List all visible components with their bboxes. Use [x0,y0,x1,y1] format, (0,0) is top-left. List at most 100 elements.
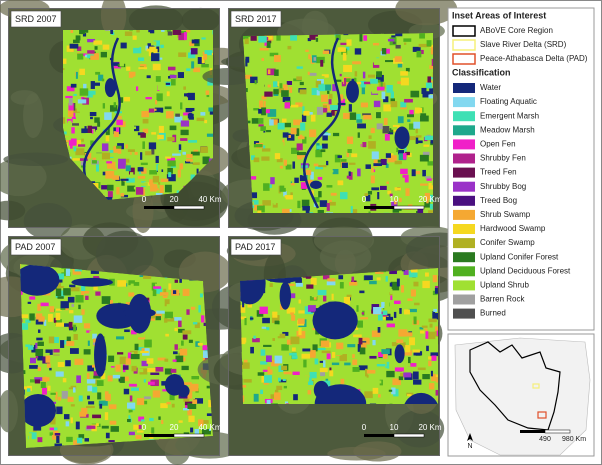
classified-map [240,268,438,404]
map-patch [80,290,85,298]
map-patch [128,431,135,436]
map-patch [399,197,402,203]
map-patch [20,306,27,309]
map-patch [349,281,358,286]
map-patch [35,356,39,359]
map-patch [310,190,314,196]
map-patch [110,426,119,432]
map-patch [164,311,173,319]
class-swatch [453,111,475,122]
map-patch [408,136,416,141]
class-label: Treed Bog [480,196,517,205]
map-patch [120,178,129,181]
map-patch [20,314,29,318]
map-patch [157,82,166,91]
map-patch [329,367,332,372]
map-patch [117,115,122,119]
map-patch [326,203,330,211]
map-patch [428,356,434,360]
map-patch [320,371,326,377]
map-patch [63,68,65,71]
map-patch [405,188,410,196]
map-patch [100,36,109,39]
map-patch [107,161,116,169]
map-patch [431,373,436,382]
map-patch [190,306,196,310]
map-patch [346,294,352,298]
map-patch [397,150,405,155]
map-patch [426,197,429,204]
map-patch [138,67,148,70]
map-patch [89,296,98,303]
terrain [353,441,402,462]
map-patch [87,340,90,346]
map-patch [410,102,417,110]
map-patch [211,54,213,62]
map-patch [322,50,330,54]
map-patch [346,175,350,179]
map-patch [164,106,172,110]
map-patch [111,416,121,424]
map-patch [143,379,146,383]
map-patch [167,167,173,174]
map-patch [260,361,268,365]
map-patch [315,149,323,158]
map-patch [358,337,363,345]
map-patch [267,369,273,375]
map-patch [73,103,76,111]
map-patch [190,151,200,156]
map-patch [421,311,425,317]
map-patch [63,288,71,296]
map-patch [323,360,326,368]
map-patch [312,344,318,352]
map-patch [371,330,381,338]
map-patch [274,389,279,394]
map-patch [20,264,21,270]
map-patch [265,355,272,363]
map-patch [109,420,117,425]
map-patch [113,102,116,108]
map-patch [385,153,391,158]
map-patch [258,83,265,91]
map-patch [190,383,199,392]
map-patch [299,81,304,86]
map-patch [331,352,336,358]
map-patch [290,127,299,135]
map-patch [122,151,128,155]
map-patch [186,309,190,315]
map-patch [197,57,206,64]
map-patch [276,158,283,163]
map-patch [386,181,389,185]
map-patch [102,44,110,50]
map-patch [115,127,120,132]
map-patch [129,126,137,129]
map-patch [140,350,149,354]
map-patch [119,60,124,67]
map-patch [55,312,61,321]
map-patch [367,74,376,78]
map-patch [192,162,200,165]
map-patch [87,38,96,43]
map-patch [128,409,133,413]
map-patch [407,114,414,118]
class-swatch [453,139,475,150]
map-patch [61,268,71,275]
map-patch [370,169,373,176]
map-patch [147,367,156,373]
map-patch [152,390,161,398]
map-patch [351,153,358,158]
map-patch [385,316,394,321]
scale-label: 20 [170,195,179,204]
map-patch [373,58,383,65]
map-patch [344,362,351,366]
map-patch [407,394,412,397]
map-patch [318,165,327,168]
map-patch [339,288,343,297]
map-patch [301,114,307,122]
map-patch [38,316,45,322]
map-patch [196,94,205,100]
map-patch [70,404,75,407]
map-patch [173,317,182,321]
map-patch [80,53,87,56]
map-patch [422,169,426,177]
